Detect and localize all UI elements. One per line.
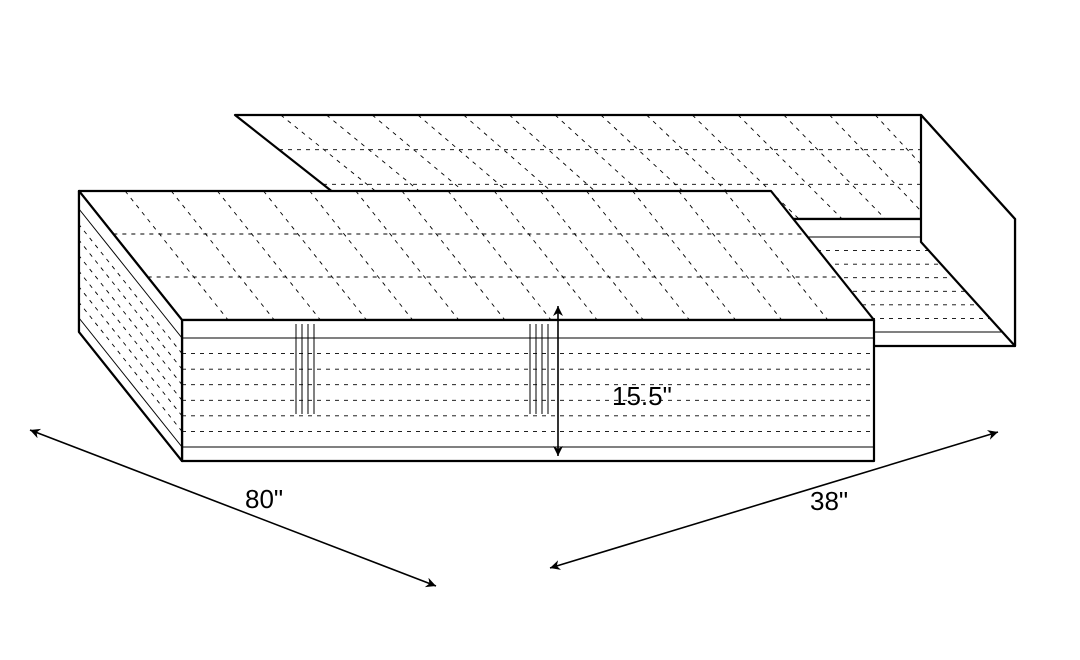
svg-text:38": 38": [810, 486, 848, 516]
svg-text:80": 80": [245, 484, 283, 514]
svg-text:15.5": 15.5": [612, 381, 672, 411]
